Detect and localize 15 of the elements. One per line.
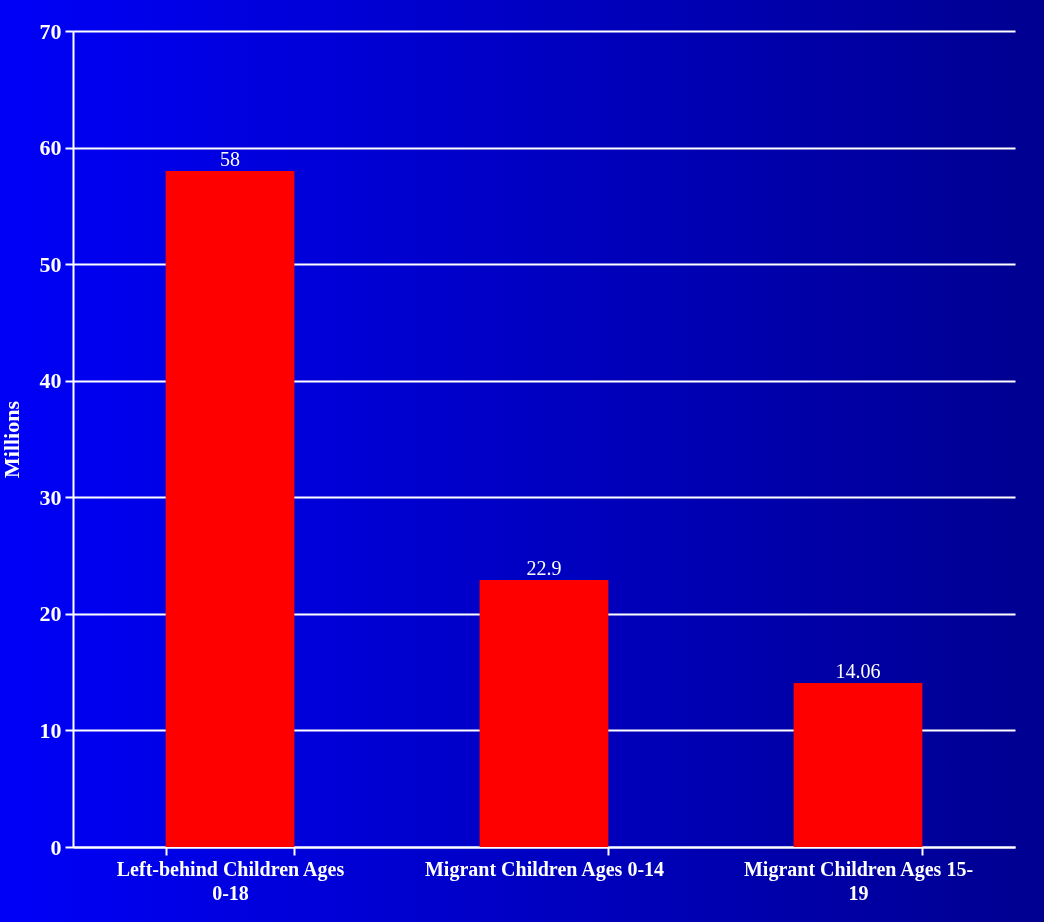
y-tick-label: 40 xyxy=(39,368,62,394)
y-tick-label: 20 xyxy=(39,601,62,627)
y-tick-label: 50 xyxy=(39,251,62,277)
data-label: 22.9 xyxy=(526,557,562,580)
data-label: 14.06 xyxy=(835,660,881,683)
y-tick-label: 60 xyxy=(39,135,62,161)
x-tick-label: Migrant Children Ages 0-14 xyxy=(424,857,665,881)
y-axis-title: Millions xyxy=(0,400,24,479)
y-tick-label: 30 xyxy=(39,484,62,510)
x-tick-label: Left-behind Children Ages 0-18 xyxy=(116,857,345,904)
y-tick-label: 0 xyxy=(50,834,62,860)
x-tick-label: Migrant Children Ages 15-19 xyxy=(743,857,974,904)
y-tick-label: 70 xyxy=(39,18,62,44)
data-label: 58 xyxy=(220,147,240,170)
y-tick-label: 10 xyxy=(39,717,62,743)
